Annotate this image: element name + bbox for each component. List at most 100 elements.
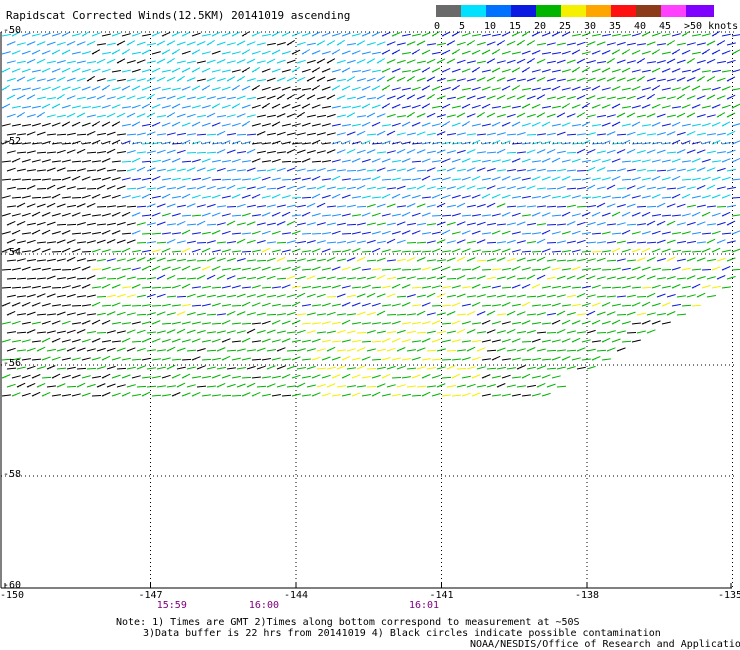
wind-barb xyxy=(91,49,101,55)
wind-barb xyxy=(496,186,506,190)
wind-barb xyxy=(1,123,11,127)
wind-barb xyxy=(1,160,11,163)
wind-barb xyxy=(321,302,331,307)
wind-barb xyxy=(561,87,571,91)
wind-barb xyxy=(531,103,541,109)
wind-barb xyxy=(516,39,525,46)
wind-barb xyxy=(96,347,106,352)
wind-barb xyxy=(41,196,51,199)
wind-barb xyxy=(246,312,256,316)
wind-barb xyxy=(46,202,56,208)
wind-barb xyxy=(36,293,46,298)
wind-barb xyxy=(301,68,311,73)
wind-barb xyxy=(236,348,246,352)
wind-barb xyxy=(701,70,711,73)
wind-barb xyxy=(156,58,166,64)
wind-barb xyxy=(361,268,371,271)
wind-barb xyxy=(231,375,241,379)
wind-barb xyxy=(66,329,76,334)
wind-barb xyxy=(41,67,51,73)
wind-barb xyxy=(146,93,155,100)
legend-swatch xyxy=(586,5,611,17)
wind-barb xyxy=(6,205,16,208)
wind-barb xyxy=(436,95,446,100)
wind-barb xyxy=(536,133,546,136)
wind-barb xyxy=(356,58,366,64)
wind-barb xyxy=(521,320,531,325)
wind-barb xyxy=(381,84,391,91)
wind-barb xyxy=(521,373,531,379)
wind-barb xyxy=(101,229,111,235)
wind-barb xyxy=(86,151,97,154)
wind-barb xyxy=(561,250,571,253)
wind-barb xyxy=(441,31,451,37)
wind-barb xyxy=(21,178,32,181)
wind-barb xyxy=(191,141,201,145)
wind-barb xyxy=(246,41,256,46)
wind-barb xyxy=(306,59,316,64)
wind-barb xyxy=(391,283,401,289)
wind-barb xyxy=(646,133,656,136)
wind-barb xyxy=(661,302,671,307)
wind-barb xyxy=(641,124,651,127)
wind-barb xyxy=(661,142,671,145)
wind-barb xyxy=(231,194,241,199)
wind-barb xyxy=(546,205,557,208)
wind-barb xyxy=(336,169,346,172)
wind-barb xyxy=(41,178,51,181)
wind-barb xyxy=(211,31,221,37)
wind-barb xyxy=(216,186,226,190)
wind-barb xyxy=(616,148,626,154)
wind-barb xyxy=(651,32,661,37)
wind-barb xyxy=(326,77,336,82)
wind-barb xyxy=(21,212,31,217)
wind-barb xyxy=(626,259,636,262)
wind-barb xyxy=(666,256,676,262)
wind-barb xyxy=(566,42,576,46)
wind-barb xyxy=(111,230,121,235)
wind-barb xyxy=(176,113,186,118)
wind-barb xyxy=(541,158,551,163)
wind-barb xyxy=(566,187,577,190)
wind-barb xyxy=(426,204,436,208)
wind-barb xyxy=(536,205,546,208)
wind-barb xyxy=(486,241,497,244)
wind-barb xyxy=(511,121,521,127)
wind-barb xyxy=(346,367,356,370)
wind-barb xyxy=(301,122,311,127)
wind-barb xyxy=(496,347,506,352)
wind-barb xyxy=(416,95,426,100)
wind-barb xyxy=(211,212,221,217)
wind-barb xyxy=(171,338,181,343)
wind-barb xyxy=(631,231,641,235)
wind-barb xyxy=(71,357,81,361)
wind-barb xyxy=(46,385,56,388)
wind-barb xyxy=(446,350,457,352)
wind-barb xyxy=(256,293,266,298)
wind-barb xyxy=(441,120,451,127)
wind-barb xyxy=(616,187,626,190)
wind-barb xyxy=(451,158,461,163)
wind-barb xyxy=(561,69,571,73)
wind-barb xyxy=(536,274,546,280)
wind-barb xyxy=(156,115,166,118)
wind-barb xyxy=(481,319,491,325)
wind-barb xyxy=(311,233,322,235)
wind-barb xyxy=(531,212,541,217)
wind-barb xyxy=(461,230,471,235)
wind-barb xyxy=(576,170,587,172)
wind-barb xyxy=(411,321,421,325)
wind-barb xyxy=(51,68,61,73)
wind-barb xyxy=(626,203,636,208)
wind-barb xyxy=(456,328,466,334)
wind-barb xyxy=(96,132,106,136)
wind-barb xyxy=(76,41,86,46)
wind-barb xyxy=(551,267,561,271)
wind-barb xyxy=(1,33,11,37)
wind-barb xyxy=(341,106,351,109)
wind-barb xyxy=(171,250,182,253)
wind-barb xyxy=(396,384,406,388)
wind-barb xyxy=(351,248,361,253)
wind-barb xyxy=(156,149,166,154)
wind-barb xyxy=(191,194,201,199)
